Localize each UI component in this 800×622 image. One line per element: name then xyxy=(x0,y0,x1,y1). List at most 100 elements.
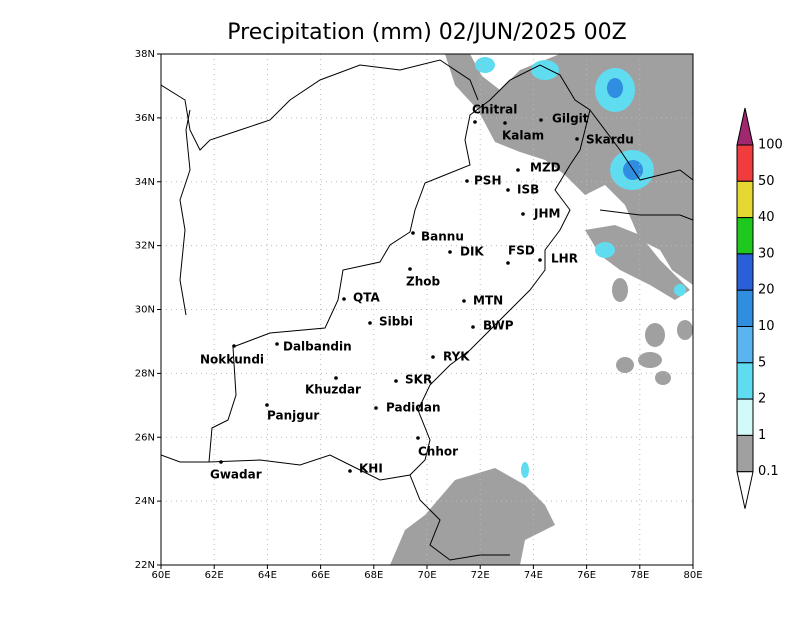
borders xyxy=(161,59,693,561)
graticule: 22N 24N 26N 28N 30N 32N 34N 36N 38N 60E 62E 64E 66E 6… xyxy=(135,49,703,581)
city-label: Khuzdar xyxy=(305,383,361,397)
colorbar-label: 30 xyxy=(758,246,775,261)
city-label: KHI xyxy=(359,462,383,476)
city-label: MTN xyxy=(473,294,503,308)
city-dot xyxy=(394,379,398,383)
lat-label: 28N xyxy=(135,368,155,379)
colorbar-box xyxy=(736,326,754,364)
precip-field xyxy=(390,54,693,565)
coast xyxy=(161,454,510,561)
city-dot xyxy=(232,344,236,348)
city-dot xyxy=(342,297,346,301)
city-dot xyxy=(374,406,378,410)
city-label: Gwadar xyxy=(210,468,262,482)
city-label: LHR xyxy=(551,252,578,266)
precip-light xyxy=(677,320,693,340)
city-label: Bannu xyxy=(421,230,464,244)
colorbar-over xyxy=(736,107,754,146)
lat-label: 34N xyxy=(135,177,155,188)
title: Precipitation (mm) 02/JUN/2025 00Z xyxy=(227,20,626,45)
city-dot xyxy=(471,325,475,329)
city-label: Chhor xyxy=(418,445,458,459)
precip-light xyxy=(612,278,628,302)
lon-label: 66E xyxy=(311,570,330,581)
precip-mid xyxy=(531,60,559,80)
city-dot xyxy=(408,267,412,271)
city-label: Skardu xyxy=(586,133,634,147)
precip-light xyxy=(616,357,634,373)
colorbar-label: 40 xyxy=(758,210,775,225)
city-dot xyxy=(462,299,466,303)
city-label: Kalam xyxy=(502,129,544,143)
city-dot xyxy=(539,118,543,122)
city-dot xyxy=(448,250,452,254)
colorbar-box xyxy=(736,253,754,291)
lat-label: 22N xyxy=(135,560,155,571)
precip-light xyxy=(445,54,693,285)
city-dot xyxy=(334,376,338,380)
cities: Chitral Kalam Gilgit Skardu MZD PSH ISB JHM Bann… xyxy=(200,103,634,482)
city-dot xyxy=(411,231,415,235)
city-dot xyxy=(575,137,579,141)
lat-label: 30N xyxy=(135,305,155,316)
colorbar-box xyxy=(736,144,754,182)
city-dot xyxy=(219,460,223,464)
city-label: PSH xyxy=(474,174,501,188)
lon-label: 68E xyxy=(364,570,383,581)
city-label: Zhob xyxy=(406,275,440,289)
city-label: ISB xyxy=(517,183,539,197)
colorbar-box xyxy=(736,398,754,436)
city-label: Gilgit xyxy=(552,112,589,126)
lat-label: 38N xyxy=(135,49,155,60)
city-dot xyxy=(506,188,510,192)
lon-label: 62E xyxy=(205,570,224,581)
lon-label: 78E xyxy=(630,570,649,581)
precip-light xyxy=(638,352,662,368)
city-dot xyxy=(506,261,510,265)
precip-light xyxy=(645,323,665,347)
lat-label: 26N xyxy=(135,432,155,443)
lon-label: 64E xyxy=(258,570,277,581)
lat-label: 32N xyxy=(135,241,155,252)
colorbar-box xyxy=(736,180,754,219)
precip-mid xyxy=(595,242,615,258)
city-label: Panjgur xyxy=(267,409,319,423)
city-label: MZD xyxy=(530,161,561,175)
colorbar-box xyxy=(736,217,754,255)
city-dot xyxy=(368,321,372,325)
city-label: BWP xyxy=(483,319,514,333)
lat-label: 36N xyxy=(135,113,155,124)
iran-border xyxy=(179,109,191,316)
city-dot xyxy=(431,355,435,359)
lat-label: 24N xyxy=(135,496,155,507)
precip-light xyxy=(585,225,690,300)
city-label: FSD xyxy=(508,244,535,258)
colorbar-box xyxy=(736,289,754,328)
city-dot xyxy=(521,212,525,216)
city-label: RYK xyxy=(443,350,470,364)
city-dot xyxy=(265,403,269,407)
city-label: Sibbi xyxy=(379,315,413,329)
precip-light xyxy=(655,371,671,385)
colorbar-label: 1 xyxy=(758,428,766,443)
city-dot xyxy=(416,436,420,440)
colorbar-label: 0.1 xyxy=(758,464,779,479)
colorbar-box xyxy=(736,362,754,400)
lon-label: 74E xyxy=(524,570,543,581)
city-dot xyxy=(465,179,469,183)
city-label: QTA xyxy=(353,291,380,305)
city-label: Chitral xyxy=(472,103,517,117)
precip-light xyxy=(390,468,555,565)
precip-mid xyxy=(674,284,686,296)
afghanistan-border xyxy=(161,59,479,151)
city-dot xyxy=(473,120,477,124)
city-label: SKR xyxy=(405,373,432,387)
colorbar-label: 5 xyxy=(758,355,766,370)
city-dot xyxy=(503,121,507,125)
city-label: Dalbandin xyxy=(283,340,352,354)
lon-label: 60E xyxy=(151,570,170,581)
colorbar-label: 10 xyxy=(758,319,775,334)
city-dot xyxy=(275,342,279,346)
